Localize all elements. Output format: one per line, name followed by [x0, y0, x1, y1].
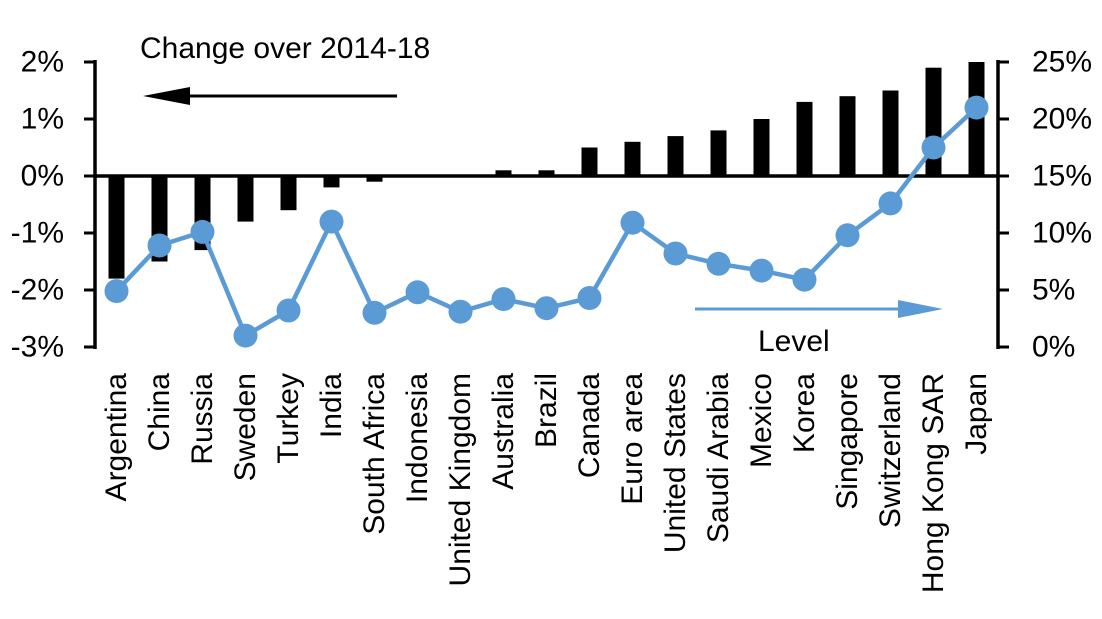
level-marker-south-africa	[362, 300, 387, 325]
level-marker-japan	[964, 95, 989, 120]
right-axis-tick-label: 0%	[1032, 331, 1075, 364]
level-marker-singapore	[835, 223, 860, 248]
level-marker-mexico	[749, 258, 774, 283]
category-label-singapore: Singapore	[831, 373, 864, 510]
bar-mexico	[753, 119, 770, 176]
right-axis-tick-label: 15%	[1032, 160, 1092, 193]
left-axis-tick-label: -2%	[11, 274, 64, 307]
category-label-sweden: Sweden	[229, 373, 262, 481]
bar-brazil	[538, 170, 555, 176]
level-marker-brazil	[534, 296, 559, 321]
level-marker-indonesia	[405, 280, 430, 305]
left-axis-tick-label: 2%	[21, 46, 64, 79]
category-label-argentina: Argentina	[100, 373, 133, 502]
category-label-japan: Japan	[960, 373, 993, 455]
category-label-turkey: Turkey	[272, 373, 305, 464]
level-marker-india	[319, 209, 344, 234]
level-marker-turkey	[276, 298, 301, 323]
bar-australia	[495, 170, 512, 176]
left-axis-tick-label: -1%	[11, 217, 64, 250]
category-label-india: India	[315, 373, 348, 438]
right-axis-tick-label: 5%	[1032, 274, 1075, 307]
level-marker-united-kingdom	[448, 299, 473, 324]
level-marker-switzerland	[878, 191, 903, 216]
category-label-united-kingdom: United Kingdom	[444, 373, 477, 586]
bar-south-africa	[366, 176, 383, 182]
level-arrow	[695, 300, 943, 318]
category-label-mexico: Mexico	[745, 373, 778, 468]
bar-switzerland	[882, 90, 899, 176]
category-label-saudi-arabia: Saudi Arabia	[702, 373, 735, 543]
level-marker-saudi-arabia	[706, 251, 731, 276]
bar-hong-kong-sar	[925, 67, 942, 176]
level-marker-argentina	[104, 279, 129, 304]
bar-singapore	[839, 96, 856, 176]
bar-argentina	[108, 176, 125, 279]
category-label-canada: Canada	[573, 373, 606, 478]
level-marker-sweden	[233, 323, 258, 348]
bar-turkey	[280, 176, 297, 211]
category-label-euro-area: Euro area	[616, 373, 649, 505]
category-label-china: China	[143, 373, 176, 452]
category-label-russia: Russia	[186, 373, 219, 465]
left-axis-tick-label: -3%	[11, 331, 64, 364]
level-marker-hong-kong-sar	[921, 135, 946, 160]
left-axis-tick-label: 0%	[21, 160, 64, 193]
bar-korea	[796, 101, 813, 176]
category-label-hong-kong-sar: Hong Kong SAR	[917, 373, 950, 593]
category-label-switzerland: Switzerland	[874, 373, 907, 528]
category-label-indonesia: Indonesia	[401, 373, 434, 503]
left-axis-tick-label: 1%	[21, 103, 64, 136]
change-annotation-label: Change over 2014-18	[140, 32, 431, 65]
category-label-korea: Korea	[788, 373, 821, 453]
level-marker-australia	[491, 287, 516, 312]
category-label-united-states: United States	[659, 373, 692, 553]
bar-saudi-arabia	[710, 130, 727, 176]
level-marker-euro-area	[620, 210, 645, 235]
bar-euro-area	[624, 141, 641, 176]
level-marker-united-states	[663, 241, 688, 266]
right-axis-tick-label: 25%	[1032, 46, 1092, 79]
category-label-brazil: Brazil	[530, 373, 563, 448]
bar-sweden	[237, 176, 254, 222]
right-axis-tick-label: 20%	[1032, 103, 1092, 136]
level-annotation-label: Level	[758, 325, 830, 358]
bar-series	[108, 62, 985, 279]
bar-canada	[581, 147, 598, 176]
category-label-australia: Australia	[487, 373, 520, 490]
level-marker-china	[147, 233, 172, 258]
right-axis-tick-label: 10%	[1032, 217, 1092, 250]
bar-india	[323, 176, 340, 188]
level-marker-russia	[190, 219, 215, 244]
category-label-south-africa: South Africa	[358, 373, 391, 535]
bar-united-states	[667, 136, 684, 176]
change-arrow	[143, 87, 397, 105]
level-marker-korea	[792, 267, 817, 292]
level-marker-canada	[577, 286, 602, 310]
